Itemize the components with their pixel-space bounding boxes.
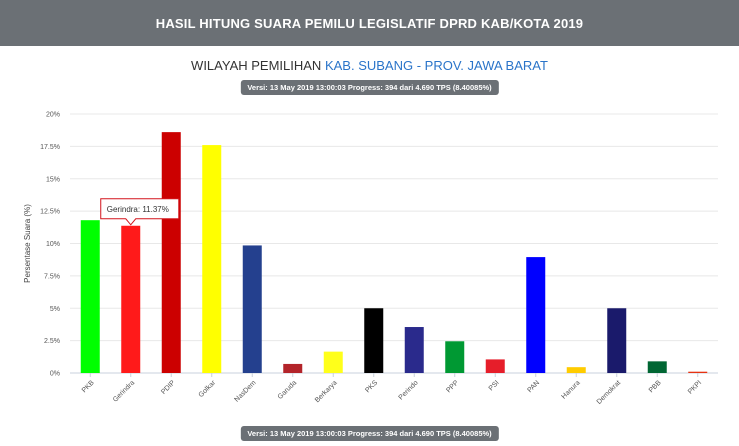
region-label: WILAYAH PEMILIHAN <box>191 58 322 73</box>
x-tick-label: Perindo <box>398 379 420 401</box>
bar-berkarya[interactable] <box>323 351 343 373</box>
x-tick-label: Demokrat <box>596 379 622 405</box>
region-value[interactable]: KAB. SUBANG - PROV. JAWA BARAT <box>324 58 548 73</box>
y-axis-label: Persentase Suara (%) <box>23 204 32 283</box>
bar-chart: 0% 2.5% 5% 7.5% 10% 12.5% 15% 17.5% 20% Persentas… <box>23 112 718 406</box>
bar-pkpi[interactable] <box>688 371 708 373</box>
x-tick-label: PKPI <box>687 379 703 395</box>
bar-demokrat[interactable] <box>607 308 627 373</box>
bar-hanura[interactable] <box>566 367 586 373</box>
version-badge-top: Versi: 13 May 2019 13:00:03 Progress: 39… <box>240 80 499 95</box>
x-tick-label: NasDem <box>233 379 257 403</box>
y-tick-label: 15% <box>46 176 60 183</box>
region-title: WILAYAH PEMILIHAN KAB. SUBANG - PROV. JA… <box>0 58 739 73</box>
bar-psi[interactable] <box>485 359 505 373</box>
x-tick-label: Garuda <box>277 379 299 401</box>
bar-garuda[interactable] <box>283 363 303 373</box>
x-tick-label: PDIP <box>160 379 177 396</box>
version-badge-bottom: Versi: 13 May 2019 13:00:03 Progress: 39… <box>240 426 499 441</box>
x-tick-label: Hanura <box>560 379 581 400</box>
bar-gerindra[interactable] <box>121 225 141 373</box>
tooltip-text: Gerindra: 11.37% <box>107 205 169 214</box>
bar-pan[interactable] <box>526 257 546 373</box>
page-header: HASIL HITUNG SUARA PEMILU LEGISLATIF DPR… <box>0 0 739 46</box>
page-title: HASIL HITUNG SUARA PEMILU LEGISLATIF DPR… <box>155 15 584 31</box>
x-tick-label: PPP <box>445 379 460 394</box>
tooltip-box <box>100 198 180 226</box>
x-tick-label: PAN <box>526 379 541 394</box>
x-tick-label: PKS <box>364 379 379 394</box>
x-tick-label: Golkar <box>198 379 218 399</box>
x-tick-label: PKB <box>81 379 96 394</box>
y-tick-label: 12.5% <box>40 209 60 216</box>
y-tick-label: 20% <box>46 112 60 119</box>
tooltip: Gerindra: 11.37% <box>100 198 180 226</box>
y-tick-label: 2.5% <box>44 338 60 345</box>
x-tick-label: Gerindra <box>112 379 136 403</box>
y-tick-label: 0% <box>50 371 60 378</box>
y-tick-label: 7.5% <box>44 273 60 280</box>
x-tick-label: PSI <box>488 379 501 392</box>
y-tick-label: 17.5% <box>40 144 60 151</box>
bar-pdip[interactable] <box>161 132 181 373</box>
y-tick-label: 5% <box>50 306 60 313</box>
bar-pkb[interactable] <box>80 220 100 373</box>
bar-ppp[interactable] <box>445 341 465 373</box>
y-tick-label: 10% <box>46 241 60 248</box>
x-tick-label: PBB <box>648 379 663 394</box>
bar-golkar[interactable] <box>202 145 222 373</box>
bar-pks[interactable] <box>364 308 384 373</box>
bar-pbb[interactable] <box>647 361 667 373</box>
bar-perindo[interactable] <box>404 327 424 373</box>
x-tick-label: Berkarya <box>314 379 339 404</box>
bar-nasdem[interactable] <box>242 245 262 373</box>
